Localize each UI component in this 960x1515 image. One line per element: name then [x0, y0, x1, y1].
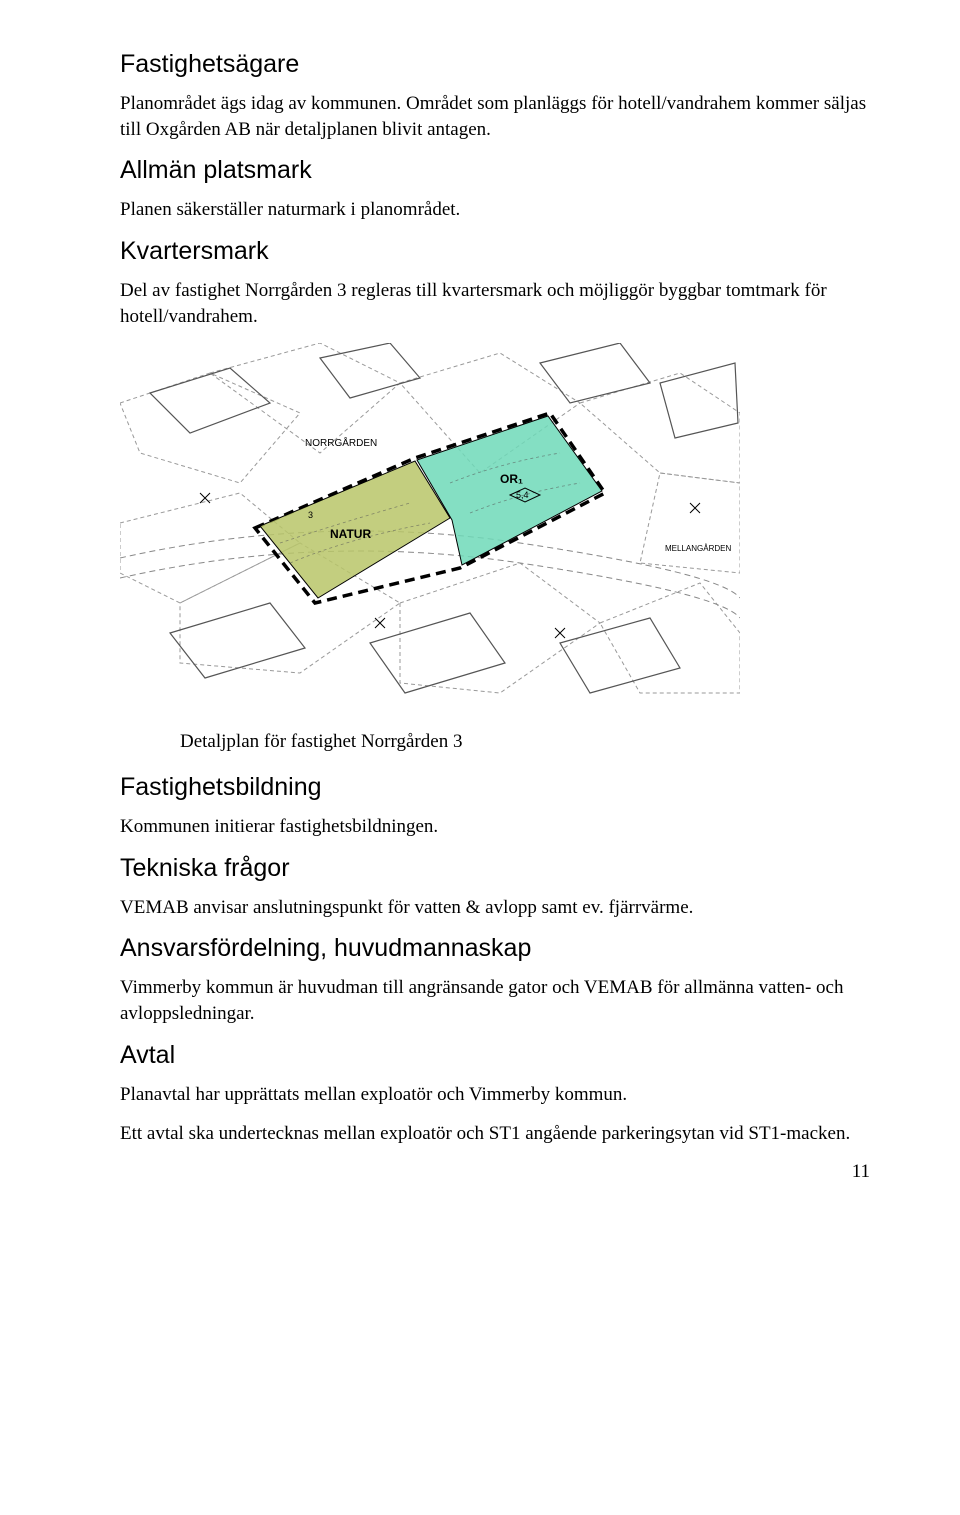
section-fastighetsbildning: Fastighetsbildning Kommunen initierar fa… [120, 773, 870, 840]
label-mellangarden: MELLANGÅRDEN [665, 544, 731, 553]
heading: Kvartersmark [120, 237, 870, 266]
paragraph: Vimmerby kommun är huvudman till angräns… [120, 975, 870, 1026]
paragraph: Del av fastighet Norrgården 3 regleras t… [120, 278, 870, 329]
label-natur: NATUR [330, 527, 371, 541]
heading: Allmän platsmark [120, 156, 870, 185]
svg-text:3: 3 [308, 510, 313, 520]
paragraph: Planen säkerställer naturmark i planområ… [120, 197, 870, 223]
section-fastighetsagare: Fastighetsägare Planområdet ägs idag av … [120, 50, 870, 142]
page-number: 11 [120, 1161, 870, 1183]
heading: Fastighetsägare [120, 50, 870, 79]
heading: Fastighetsbildning [120, 773, 870, 802]
svg-text:5,4: 5,4 [516, 490, 529, 500]
paragraph: Planavtal har upprättats mellan exploatö… [120, 1082, 870, 1108]
heading: Ansvarsfördelning, huvudmannaskap [120, 934, 870, 963]
paragraph: VEMAB anvisar anslutningspunkt för vatte… [120, 895, 870, 921]
section-allman-platsmark: Allmän platsmark Planen säkerställer nat… [120, 156, 870, 223]
section-tekniska-fragor: Tekniska frågor VEMAB anvisar anslutning… [120, 854, 870, 921]
heading: Avtal [120, 1041, 870, 1070]
label-norrgarden: NORRGÅRDEN [305, 436, 377, 449]
detaljplan-map: NORRGÅRDEN NATUR OR₁ 5,4 MELLANGÅRDEN 3 [120, 343, 740, 703]
paragraph: Planområdet ägs idag av kommunen. Område… [120, 91, 870, 142]
section-avtal: Avtal Planavtal har upprättats mellan ex… [120, 1041, 870, 1147]
paragraph: Kommunen initierar fastighetsbildningen. [120, 814, 870, 840]
label-or1: OR₁ [500, 472, 523, 486]
paragraph: Ett avtal ska undertecknas mellan exploa… [120, 1121, 870, 1147]
map-svg: NORRGÅRDEN NATUR OR₁ 5,4 MELLANGÅRDEN 3 [120, 343, 740, 703]
map-caption: Detaljplan för fastighet Norrgården 3 [180, 731, 870, 753]
section-kvartersmark: Kvartersmark Del av fastighet Norrgården… [120, 237, 870, 329]
heading: Tekniska frågor [120, 854, 870, 883]
section-ansvarsfordelning: Ansvarsfördelning, huvudmannaskap Vimmer… [120, 934, 870, 1026]
